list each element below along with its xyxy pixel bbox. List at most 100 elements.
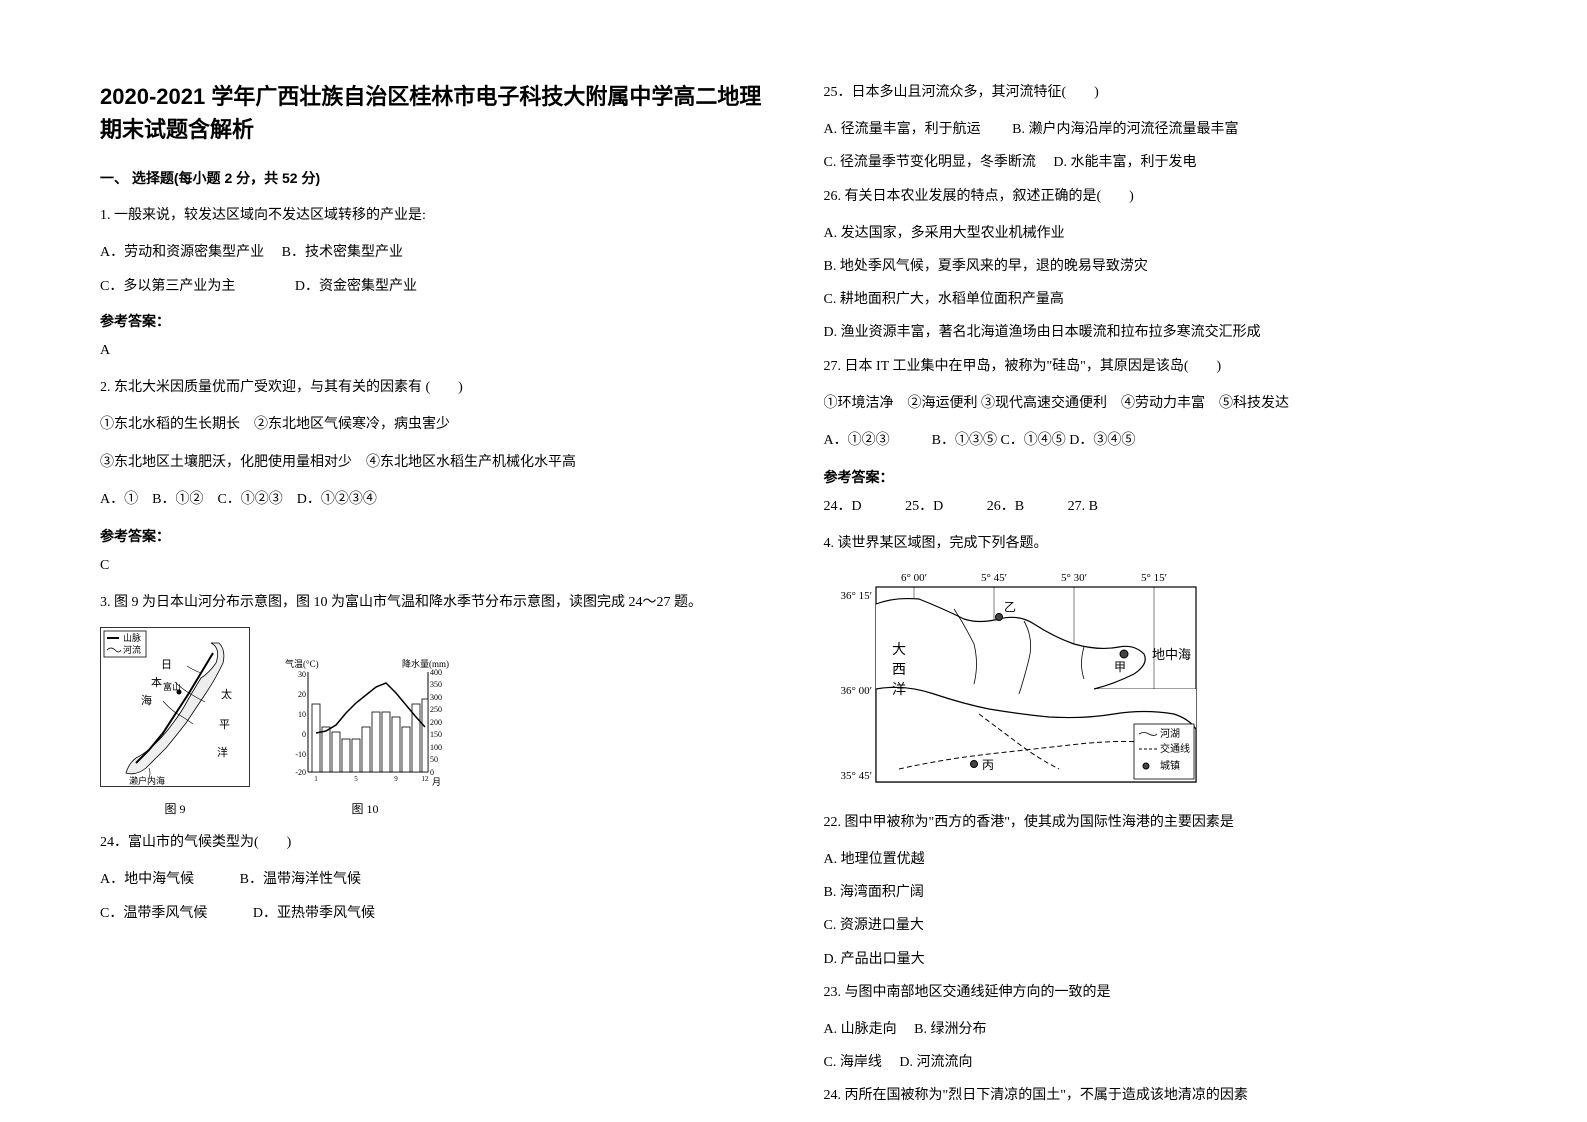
svg-text:9: 9 [394, 775, 398, 783]
q25-optA: A. 径流量丰富，利于航运 [824, 122, 981, 137]
q24-optA: A．地中海气候 [100, 872, 194, 887]
q26-optA: A. 发达国家，多采用大型农业机械作业 [824, 221, 1488, 246]
japan-map-svg: 山脉 河流 日 本 海 富山 太 平 [100, 627, 250, 787]
ans27: 27. B [1068, 499, 1098, 514]
q27-line: ①环境洁净 ②海运便利 ③现代高速交通便利 ④劳动力丰富 ⑤科技发达 [824, 391, 1488, 416]
q2-opts: A．① B．①② C．①②③ D．①②③④ [100, 487, 764, 512]
svg-text:5° 30′: 5° 30′ [1060, 572, 1086, 584]
q23-stem: 23. 与图中南部地区交通线延伸方向的一致的是 [824, 980, 1488, 1005]
q1-optA: A．劳动和资源密集型产业 [100, 245, 264, 260]
svg-text:100: 100 [430, 743, 442, 752]
q25-optB: B. 濑户内海沿岸的河流径流量最丰富 [1012, 122, 1238, 137]
q2-answer: C [100, 553, 764, 578]
q23-optB: B. 绿洲分布 [914, 1022, 986, 1037]
answer-label: 参考答案： [100, 309, 764, 334]
ylabel-temp: 气温(°C) [285, 658, 319, 669]
svg-text:300: 300 [430, 693, 442, 702]
svg-text:250: 250 [430, 705, 442, 714]
temp-ticks: 30 20 10 0 -10 -20 [295, 670, 306, 777]
q3-intro: 3. 图 9 为日本山河分布示意图，图 10 为富山市气温和降水季节分布示意图，… [100, 590, 764, 615]
label-seto: 濑户内海 [129, 775, 165, 786]
xlabel: 月 [432, 777, 441, 787]
q24-optC: C．温带季风气候 [100, 906, 207, 921]
marker-jia: 甲 [1114, 660, 1126, 674]
q25-row2: C. 径流量季节变化明显，冬季断流 D. 水能丰富，利于发电 [824, 150, 1488, 175]
q24-opts-row1: A．地中海气候 B．温带海洋性气候 [100, 867, 764, 892]
q23-optC: C. 海岸线 [824, 1055, 882, 1070]
q24b-stem: 24. 丙所在国被称为"烈日下清凉的国土"，不属于造成该地清凉的因素 [824, 1083, 1488, 1108]
svg-text:-20: -20 [295, 768, 306, 777]
ans25: 25．D [905, 499, 943, 514]
svg-text:36° 00′: 36° 00′ [840, 685, 872, 697]
q23-row2: C. 海岸线 D. 河流流向 [824, 1050, 1488, 1075]
q1-options-row1: A．劳动和资源密集型产业 B．技术密集型产业 [100, 240, 764, 265]
q22-stem: 22. 图中甲被称为"西方的香港"，使其成为国际性海港的主要因素是 [824, 810, 1488, 835]
q4-intro: 4. 读世界某区域图，完成下列各题。 [824, 531, 1488, 556]
q22-optD: D. 产品出口量大 [824, 947, 1488, 972]
svg-text:400: 400 [430, 668, 442, 677]
q23-row1: A. 山脉走向 B. 绿洲分布 [824, 1017, 1488, 1042]
month-ticks: 1 5 9 12 [314, 775, 429, 783]
q2-line2: ③东北地区土壤肥沃，化肥使用量相对少 ④东北地区水稻生产机械化水平高 [100, 450, 764, 475]
svg-text:1: 1 [314, 775, 318, 783]
q1-options-row2: C．多以第三产业为主 D．资金密集型产业 [100, 274, 764, 299]
q26-optC: C. 耕地面积广大，水稻单位面积产量高 [824, 287, 1488, 312]
svg-text:5° 15′: 5° 15′ [1140, 572, 1166, 584]
label-sea: 海 [141, 693, 152, 707]
legend-river: 河湖 [1160, 728, 1180, 740]
svg-text:20: 20 [298, 690, 306, 699]
q25-optD: D. 水能丰富，利于发电 [1053, 155, 1196, 170]
region-map-wrapper: 6° 00′ 5° 45′ 5° 30′ 5° 15′ 36° 15′ 36° … [824, 569, 1488, 798]
svg-text:50: 50 [430, 755, 438, 764]
lat-labels: 36° 15′ 36° 00′ 35° 45′ [840, 590, 872, 782]
temp-line [316, 683, 425, 733]
marker-yi: 乙 [1004, 600, 1016, 614]
precip-ticks: 400 350 300 250 200 150 100 50 0 [430, 668, 442, 777]
q25-stem: 25．日本多山且河流众多，其河流特征( ) [824, 80, 1488, 105]
answer-label-2: 参考答案： [100, 524, 764, 549]
q27-opts: A．①②③ B．①③⑤ C．①④⑤ D．③④⑤ [824, 428, 1488, 453]
q24-opts-row2: C．温带季风气候 D．亚热带季风气候 [100, 901, 764, 926]
region-map-svg: 6° 00′ 5° 45′ 5° 30′ 5° 15′ 36° 15′ 36° … [824, 569, 1224, 789]
ans24: 24．D [824, 499, 862, 514]
q2-stem: 2. 东北大米因质量优而广受欢迎，与其有关的因素有 ( ) [100, 375, 764, 400]
fig9-caption: 图 9 [100, 799, 250, 821]
label-atlantic-1: 大 [892, 642, 906, 658]
figure-9: 山脉 河流 日 本 海 富山 太 平 [100, 627, 250, 820]
figure-group: 山脉 河流 日 本 海 富山 太 平 [100, 627, 764, 820]
label-atlantic-2: 西 [892, 663, 906, 678]
figure-10: 气温(°C) 降水量(mm) 30 20 10 0 -10 -20 400 [280, 657, 450, 820]
svg-text:150: 150 [430, 730, 442, 739]
q26-optD: D. 渔业资源丰富，著名北海道渔场由日本暖流和拉布拉多寒流交汇形成 [824, 320, 1488, 345]
left-column: 2020-2021 学年广西壮族自治区桂林市电子科技大附属中学高二地理期末试题含… [100, 80, 764, 1042]
label-pac-1: 太 [221, 688, 232, 701]
svg-text:10: 10 [298, 710, 306, 719]
label-pac-3: 洋 [217, 745, 228, 759]
q22-optC: C. 资源进口量大 [824, 913, 1488, 938]
q23-optA: A. 山脉走向 [824, 1022, 897, 1037]
svg-text:-10: -10 [295, 750, 306, 759]
q22-optB: B. 海湾面积广阔 [824, 880, 1488, 905]
svg-text:350: 350 [430, 680, 442, 689]
legend-town: 城镇 [1160, 759, 1180, 772]
q1-answer: A [100, 338, 764, 363]
marker-bing: 丙 [982, 758, 994, 772]
exam-title: 2020-2021 学年广西壮族自治区桂林市电子科技大附属中学高二地理期末试题含… [100, 80, 764, 146]
q25-optC: C. 径流量季节变化明显，冬季断流 [824, 155, 1036, 170]
svg-text:200: 200 [430, 718, 442, 727]
q1-optC: C．多以第三产业为主 [100, 279, 235, 294]
q24-optB: B．温带海洋性气候 [240, 872, 361, 887]
q27-stem: 27. 日本 IT 工业集中在甲岛，被称为"硅岛"，其原因是该岛( ) [824, 354, 1488, 379]
q22-optA: A. 地理位置优越 [824, 847, 1488, 872]
lon-labels: 6° 00′ 5° 45′ 5° 30′ 5° 15′ [900, 572, 1166, 584]
label-atlantic-3: 洋 [892, 682, 906, 698]
svg-text:0: 0 [430, 768, 434, 777]
right-column: 25．日本多山且河流众多，其河流特征( ) A. 径流量丰富，利于航运 B. 濑… [824, 80, 1488, 1042]
svg-text:5° 45′: 5° 45′ [980, 572, 1006, 584]
ans26: 26．B [987, 499, 1024, 514]
svg-text:30: 30 [298, 670, 306, 679]
svg-text:0: 0 [302, 730, 306, 739]
fig10-caption: 图 10 [280, 799, 450, 821]
answers-24-27: 24．D 25．D 26．B 27. B [824, 494, 1488, 519]
svg-text:36° 15′: 36° 15′ [840, 590, 872, 602]
